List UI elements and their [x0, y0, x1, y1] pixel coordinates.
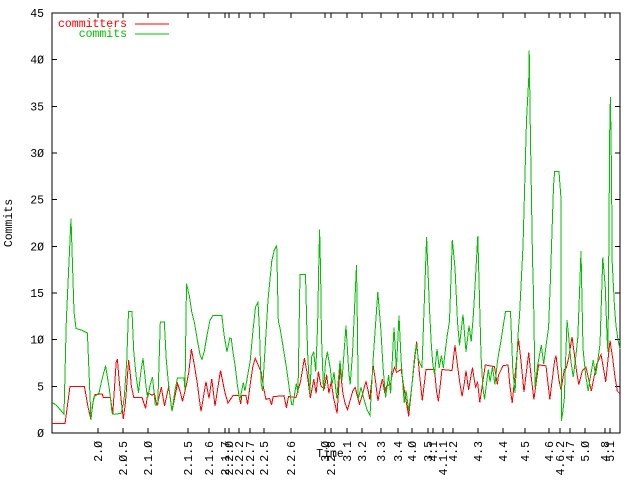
svg-text:3Ø: 3Ø: [30, 148, 44, 161]
svg-text:2.2.7: 2.2.7: [245, 441, 258, 476]
svg-text:45: 45: [30, 8, 44, 21]
svg-text:2.1.7: 2.1.7: [220, 441, 233, 476]
svg-text:Commits: Commits: [3, 199, 16, 247]
svg-text:2.1.6: 2.1.6: [204, 441, 217, 476]
svg-text:4Ø: 4Ø: [30, 55, 44, 68]
svg-text:4.7: 4.7: [565, 441, 578, 462]
svg-text:1Ø: 1Ø: [30, 335, 44, 348]
svg-text:35: 35: [30, 101, 44, 114]
svg-text:5.Ø: 5.Ø: [580, 441, 593, 462]
svg-text:4.6.2: 4.6.2: [555, 441, 568, 476]
svg-text:2.Ø.5: 2.Ø.5: [118, 441, 131, 476]
svg-text:Time: Time: [316, 448, 344, 461]
svg-text:4.2: 4.2: [448, 441, 461, 462]
svg-text:3.2: 3.2: [357, 441, 370, 462]
svg-text:Ø: Ø: [37, 428, 44, 441]
svg-text:2.2.6: 2.2.6: [286, 441, 299, 476]
svg-text:4.6: 4.6: [544, 441, 557, 462]
svg-text:4.3: 4.3: [473, 441, 486, 462]
svg-text:2.2.5: 2.2.5: [259, 441, 272, 476]
svg-text:4.5: 4.5: [520, 441, 533, 462]
svg-text:2.Ø: 2.Ø: [93, 441, 106, 462]
svg-text:3.5: 3.5: [423, 441, 436, 462]
svg-text:4.1.1: 4.1.1: [438, 441, 451, 476]
svg-text:3.4: 3.4: [393, 441, 406, 462]
svg-text:4.Ø: 4.Ø: [407, 441, 420, 462]
svg-text:2.2.2: 2.2.2: [234, 441, 247, 476]
svg-text:5.1: 5.1: [605, 441, 618, 462]
svg-text:4.1: 4.1: [428, 441, 441, 462]
svg-text:2.2.Ø: 2.2.Ø: [224, 441, 237, 476]
svg-text:2.2.8: 2.2.8: [326, 441, 339, 476]
svg-text:2.1.Ø: 2.1.Ø: [143, 441, 156, 476]
svg-text:commits: commits: [79, 28, 127, 41]
svg-text:3.1: 3.1: [342, 441, 355, 462]
svg-text:25: 25: [30, 195, 44, 208]
svg-text:5: 5: [37, 381, 44, 394]
svg-text:3.Ø: 3.Ø: [320, 441, 333, 462]
svg-text:15: 15: [30, 288, 44, 301]
svg-text:4.4: 4.4: [498, 441, 511, 462]
svg-text:3.3: 3.3: [376, 441, 389, 462]
svg-text:2.1.5: 2.1.5: [183, 441, 196, 476]
svg-text:4.8: 4.8: [600, 441, 613, 462]
svg-text:committers: committers: [58, 18, 127, 31]
svg-text:2Ø: 2Ø: [30, 241, 44, 254]
